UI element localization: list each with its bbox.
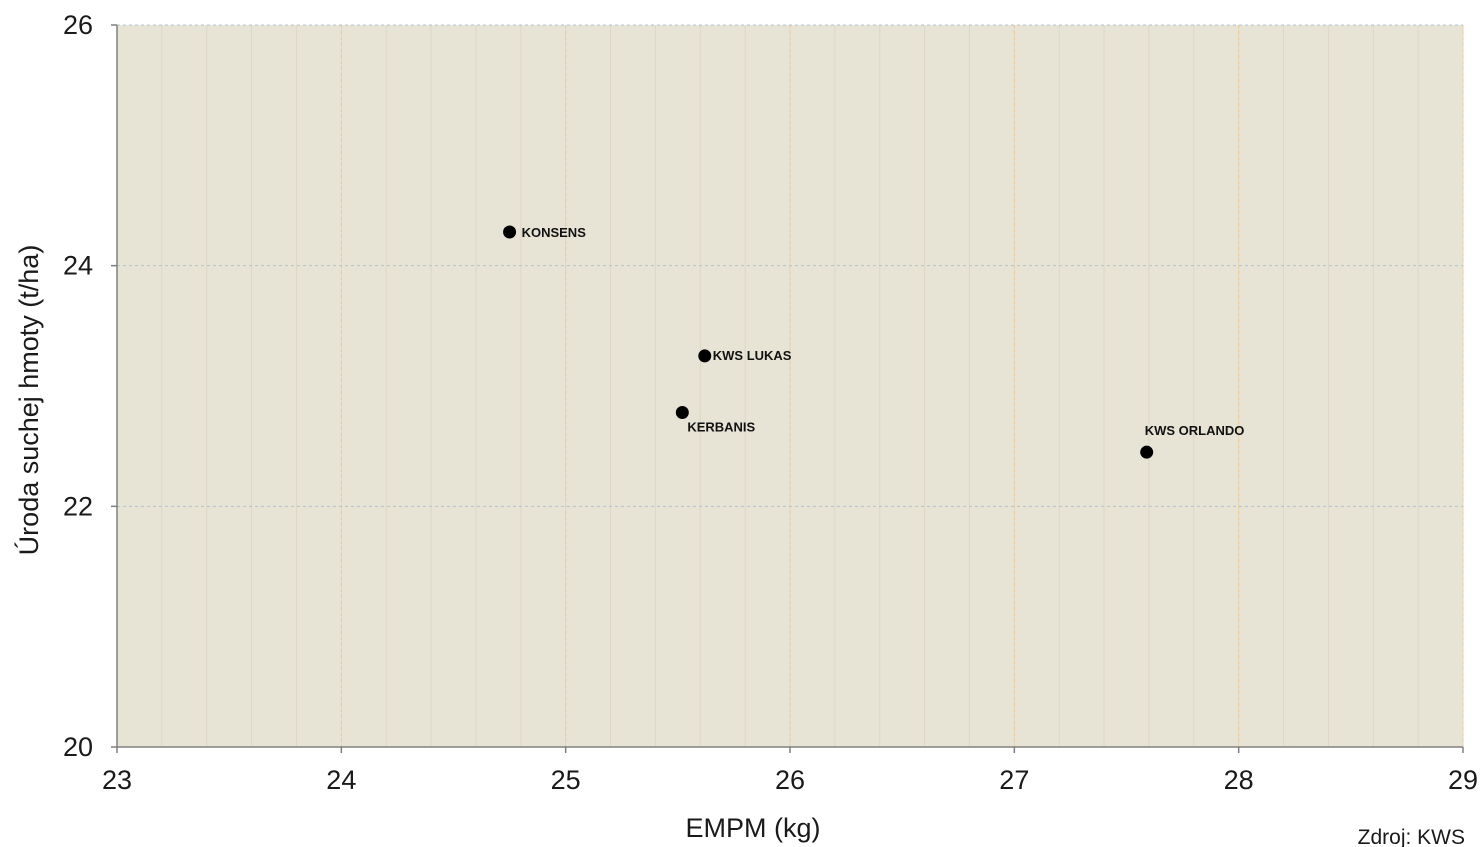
y-tick-label: 20 xyxy=(63,732,93,762)
data-point xyxy=(1140,445,1154,459)
x-tick-label: 24 xyxy=(326,765,356,795)
y-tick-label: 24 xyxy=(63,251,93,281)
data-point xyxy=(503,225,517,239)
point-label: KWS LUKAS xyxy=(713,348,792,363)
point-label: KONSENS xyxy=(522,225,587,240)
x-tick-label: 28 xyxy=(1224,765,1254,795)
x-axis-title: EMPM (kg) xyxy=(686,813,821,843)
x-tick-labels: 23 24 25 26 27 28 29 xyxy=(102,765,1478,795)
y-tick-label: 26 xyxy=(63,10,93,40)
point-labels: KONSENS KWS LUKAS KERBANIS KWS ORLANDO xyxy=(522,225,1245,438)
x-tick-label: 29 xyxy=(1448,765,1478,795)
x-tick-label: 25 xyxy=(551,765,581,795)
data-point xyxy=(698,349,712,363)
x-tick-label: 26 xyxy=(775,765,805,795)
x-tick-label: 27 xyxy=(999,765,1029,795)
axes xyxy=(111,24,1464,753)
point-label: KERBANIS xyxy=(687,419,755,434)
data-points xyxy=(503,225,1154,459)
x-tick-label: 23 xyxy=(102,765,132,795)
point-label: KWS ORLANDO xyxy=(1145,423,1245,438)
y-axis-title: Úroda suchej hmoty (t/ha) xyxy=(13,245,44,556)
y-tick-label: 22 xyxy=(63,491,93,521)
data-point xyxy=(675,405,689,419)
source-note: Zdroj: KWS xyxy=(1358,826,1465,847)
y-tick-labels: 20 22 24 26 xyxy=(63,10,93,762)
